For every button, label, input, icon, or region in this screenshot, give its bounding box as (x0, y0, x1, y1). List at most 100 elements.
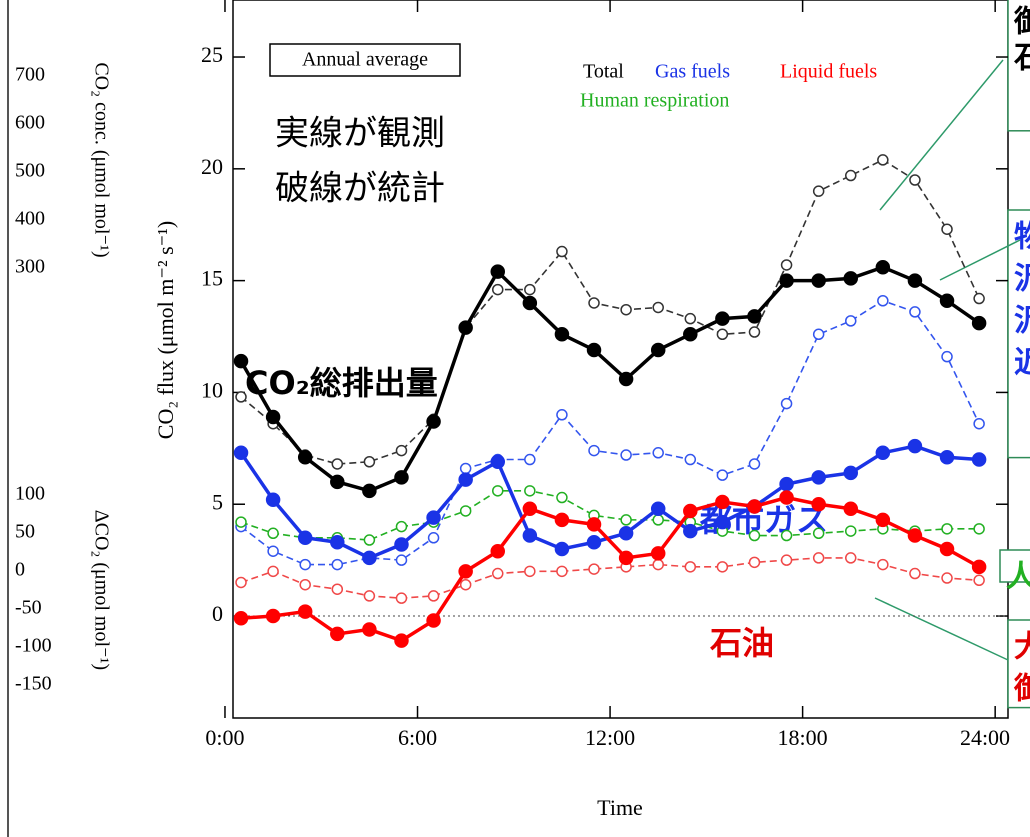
data-point (748, 458, 761, 470)
legend-label: Liquid fuels (780, 61, 877, 83)
data-point (427, 532, 440, 544)
data-point (716, 328, 729, 341)
data-point (362, 483, 377, 499)
data-point (554, 327, 570, 342)
data-point (845, 315, 857, 327)
data-point (331, 458, 344, 470)
x-tick-label: 12:00 (585, 725, 635, 750)
data-point (459, 578, 472, 591)
data-point (395, 520, 408, 533)
data-point (683, 327, 698, 342)
label-oil: 石油 (709, 624, 774, 662)
data-point (973, 574, 985, 587)
legend-label: Gas fuels (655, 61, 730, 83)
annotation: 実線が観測 (275, 114, 445, 154)
data-point (297, 604, 313, 619)
data-point (554, 541, 570, 557)
x-tick-label: 18:00 (778, 725, 828, 750)
data-point (522, 501, 538, 516)
data-point (265, 608, 281, 624)
left-tick-label: 700 (15, 64, 45, 86)
y-tick-label: 15 (201, 266, 223, 291)
data-point (524, 453, 536, 466)
data-point (811, 273, 826, 288)
data-point (715, 514, 730, 530)
side-box (1007, 209, 1030, 459)
annotation: 破線が統計 (275, 169, 445, 209)
data-point (330, 474, 345, 490)
x-tick-label: 24:00 (960, 725, 1010, 750)
data-point (715, 311, 730, 326)
side-box-text: 人 (1006, 560, 1030, 595)
left-tick-label: 500 (15, 160, 45, 182)
data-point (394, 537, 409, 552)
data-point (299, 558, 311, 571)
callout-arrow (939, 239, 1021, 281)
data-point (877, 295, 889, 307)
data-point (683, 503, 698, 519)
data-point (363, 590, 376, 602)
y-tick-label: 20 (201, 154, 223, 179)
data-point (620, 514, 632, 526)
data-point (427, 590, 440, 602)
left-tick-label: 100 (15, 483, 45, 505)
data-point (843, 271, 859, 286)
data-point (394, 470, 409, 485)
data-point (907, 528, 923, 543)
data-point (620, 303, 632, 316)
data-point (235, 391, 247, 403)
data-point (973, 523, 985, 535)
data-point (780, 397, 793, 410)
left-tick-label: 0 (15, 559, 25, 581)
data-point (618, 371, 634, 387)
data-point (233, 353, 249, 369)
side-box-text: 御 (1013, 672, 1030, 707)
data-point (265, 409, 281, 425)
data-point (331, 583, 344, 595)
y-tick-label: 10 (201, 377, 223, 402)
data-point (779, 490, 794, 505)
data-point (492, 485, 504, 497)
data-point (780, 259, 793, 271)
data-point (684, 312, 697, 325)
y-axis-title: CO₂ flux (μmol m⁻² s⁻¹) (153, 221, 178, 439)
data-point (875, 259, 891, 275)
side-box (1007, 619, 1030, 709)
data-point (426, 510, 441, 525)
data-point (297, 450, 313, 465)
data-point (843, 501, 859, 516)
data-point (588, 297, 600, 309)
data-point (971, 559, 987, 575)
data-point (618, 526, 634, 541)
data-point (267, 565, 279, 578)
y-tick-label: 25 (201, 42, 223, 67)
data-point (941, 523, 953, 535)
data-point (877, 558, 889, 571)
side-box-text: 石 (1013, 41, 1030, 76)
data-point (554, 512, 570, 528)
data-point (620, 449, 632, 461)
data-point (748, 529, 761, 542)
data-point (780, 554, 793, 566)
data-point (845, 552, 857, 564)
data-point (748, 556, 761, 569)
box-frame (269, 43, 461, 77)
data-point (395, 554, 408, 566)
series-line (240, 299, 980, 566)
data-point (299, 578, 311, 591)
callout-arrow (874, 597, 1009, 661)
box-label: Annual average (302, 49, 428, 71)
data-point (909, 174, 921, 186)
data-point (941, 223, 953, 235)
data-point (812, 328, 825, 341)
legend-label: Total (583, 61, 624, 83)
side-box-text: 物 (1014, 220, 1030, 255)
data-point (586, 534, 602, 550)
data-point (715, 494, 730, 510)
data-point (459, 505, 472, 517)
data-point (650, 546, 666, 561)
left-tick-label: -150 (15, 673, 52, 695)
data-point (363, 455, 376, 468)
data-point (490, 264, 506, 279)
